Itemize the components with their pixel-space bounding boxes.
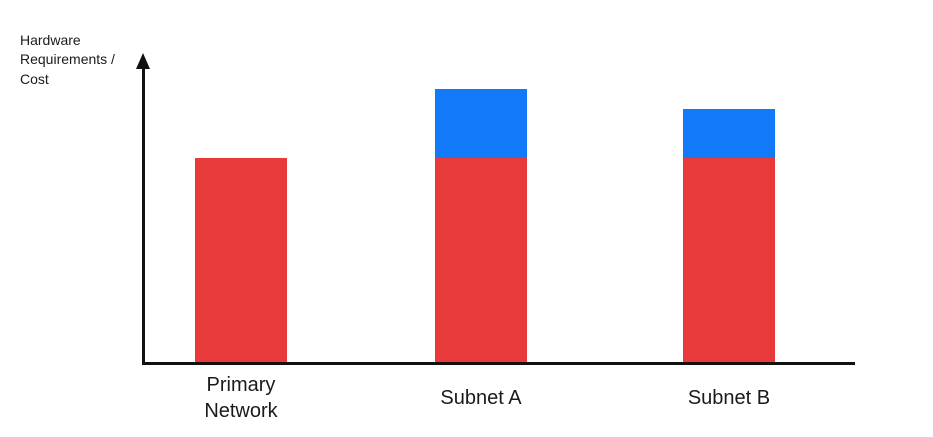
x-axis-label: Subnet A [440,387,522,409]
x-axis-label: Primary Network [204,374,278,422]
bar-group-subnet-a: Subnet A [435,54,527,409]
x-axis-line [142,362,855,365]
bar-segment-blue-additional [683,109,775,159]
bar-group-primary-network: Primary Network [195,54,287,422]
y-axis-arrow-icon [136,53,150,69]
bar-segment-red-base [195,158,287,362]
plot-area: Primary Network Subnet A Subnet B [143,54,855,422]
x-axis-label: Subnet B [687,387,771,409]
y-axis-title: Hardware Requirements / Cost [20,32,115,87]
bar-segment-blue-additional [435,89,527,159]
y-axis-line [142,66,145,365]
bar-segment-red-base [435,158,527,362]
bar-group-subnet-b: Subnet B [683,54,775,409]
bar-segment-red-base [683,158,775,362]
